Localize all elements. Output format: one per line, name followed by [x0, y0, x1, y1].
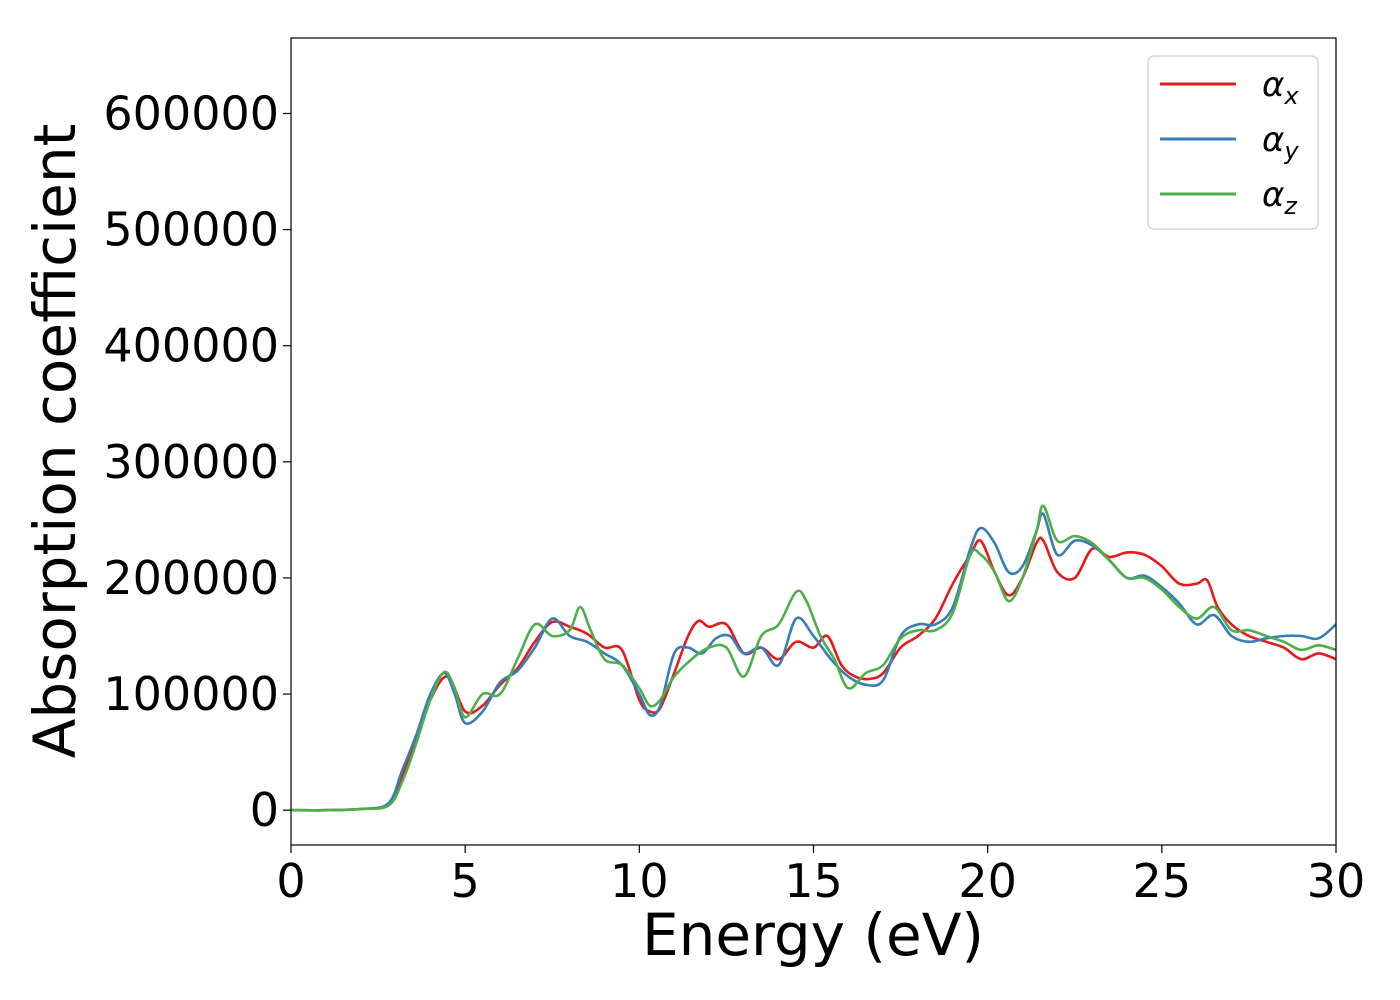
x-tick-label: 0	[276, 854, 305, 908]
y-tick-label: 0	[250, 783, 279, 837]
legend-label-x: αx	[1262, 65, 1299, 110]
y-tick-label: 200000	[103, 551, 279, 605]
x-tick-label: 15	[784, 854, 843, 908]
x-tick-label: 20	[958, 854, 1017, 908]
y-axis-title: Absorption coefficient	[21, 124, 89, 759]
legend-label-y: αy	[1262, 120, 1299, 165]
legend-box	[1147, 55, 1319, 230]
y-tick-label: 100000	[103, 667, 279, 721]
x-axis: 0 5 10 15 20 25 30	[276, 845, 1365, 908]
series-layer	[291, 504, 1336, 812]
x-tick-label: 10	[610, 854, 669, 908]
x-axis-title: Energy (eV)	[642, 901, 984, 969]
y-tick-label: 500000	[103, 203, 279, 257]
legend-entries: αx αy αz	[1160, 65, 1299, 220]
series-line-z	[291, 504, 1336, 812]
series-line-y	[291, 512, 1336, 812]
x-tick-label: 5	[451, 854, 480, 908]
y-tick-label: 300000	[103, 435, 279, 489]
y-tick-label: 400000	[103, 319, 279, 373]
x-tick-label: 25	[1133, 854, 1192, 908]
legend: αx αy αz	[1147, 55, 1319, 230]
x-tick-label: 30	[1307, 854, 1366, 908]
legend-label-z: αz	[1262, 175, 1298, 220]
y-axis: 0 100000 200000 300000 400000 500000 600000	[103, 86, 291, 837]
y-tick-label: 600000	[103, 86, 279, 140]
